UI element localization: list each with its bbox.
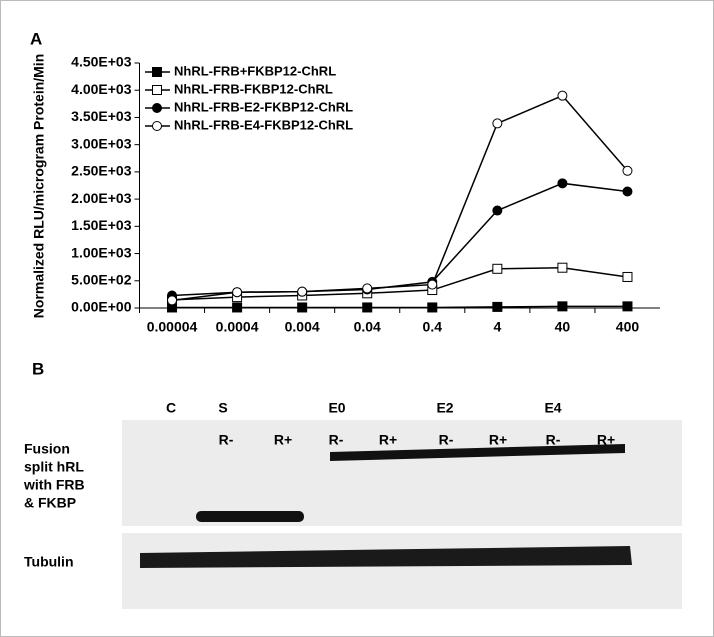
y-tick-label: 3.00E+03 (71, 135, 132, 151)
lane-label: R+ (489, 432, 507, 448)
lane-label: R+ (274, 432, 292, 448)
legend-label: NhRL-FRB+FKBP12-ChRL (174, 63, 336, 78)
data-point (362, 302, 373, 313)
y-tick-label: 4.50E+03 (71, 54, 132, 70)
legend-label: NhRL-FRB-E4-FKBP12-ChRL (174, 117, 353, 132)
data-point (362, 283, 373, 294)
series-line (171, 266, 628, 301)
blot-membrane (122, 420, 682, 526)
legend-marker (152, 67, 162, 77)
row-label: Fusion (24, 441, 70, 457)
data-point (492, 205, 503, 216)
lane-label: R- (329, 432, 344, 448)
data-point (232, 302, 243, 313)
data-point (492, 301, 503, 312)
blot-band (140, 546, 632, 568)
data-point (622, 165, 633, 176)
blot-band (196, 511, 304, 522)
data-point (167, 295, 178, 306)
x-tick-label: 4 (493, 319, 501, 335)
data-point (622, 301, 633, 312)
group-label: E2 (436, 400, 453, 416)
series-line (171, 182, 628, 297)
y-axis-label: Normalized RLU/microgram Protein/Min (31, 54, 47, 318)
data-point (557, 262, 568, 273)
data-point (492, 118, 503, 129)
x-tick-label: 400 (616, 319, 640, 335)
y-tick-label: 2.00E+03 (71, 190, 132, 206)
blot-membrane (122, 533, 682, 609)
legend-marker (152, 103, 162, 113)
data-point (297, 302, 308, 313)
data-point (297, 286, 308, 297)
x-tick-label: 40 (555, 319, 571, 335)
group-label: S (218, 400, 227, 416)
data-point (557, 90, 568, 101)
y-tick-label: 0.00E+00 (71, 299, 132, 315)
y-tick-label: 2.50E+03 (71, 163, 132, 179)
data-point (557, 178, 568, 189)
panel-label: A (30, 29, 42, 48)
group-label: E0 (328, 400, 345, 416)
panel-label: B (32, 359, 44, 378)
x-tick-label: 0.04 (354, 319, 381, 335)
y-tick-label: 1.50E+03 (71, 217, 132, 233)
series-line (172, 305, 628, 309)
y-tick-label: 1.00E+03 (71, 244, 132, 260)
legend-label: NhRL-FRB-FKBP12-ChRL (174, 81, 333, 96)
data-point (427, 279, 438, 290)
group-label: E4 (544, 400, 561, 416)
lane-label: R- (546, 432, 561, 448)
y-tick-label: 3.50E+03 (71, 108, 132, 124)
data-point (492, 263, 503, 274)
x-tick-label: 0.004 (285, 319, 320, 335)
data-point (557, 301, 568, 312)
y-tick-label: 4.00E+03 (71, 81, 132, 97)
row-label: & FKBP (24, 495, 76, 511)
lane-label: R- (439, 432, 454, 448)
data-point (622, 186, 633, 197)
legend-marker (152, 85, 162, 95)
legend-marker (152, 121, 162, 131)
y-tick-label: 5.00E+02 (71, 271, 132, 287)
data-point (232, 287, 243, 298)
lane-label: R+ (597, 432, 615, 448)
row-label: Tubulin (24, 554, 74, 570)
data-point (622, 271, 633, 282)
series-line (171, 94, 629, 302)
blot-band (330, 444, 625, 461)
row-label: with FRB (23, 477, 85, 493)
legend-label: NhRL-FRB-E2-FKBP12-ChRL (174, 99, 353, 114)
lane-label: R+ (379, 432, 397, 448)
x-tick-label: 0.0004 (216, 319, 259, 335)
row-label: split hRL (24, 459, 84, 475)
group-label: C (166, 400, 176, 416)
x-tick-label: 0.00004 (147, 319, 198, 335)
lane-label: R- (219, 432, 234, 448)
data-point (427, 302, 438, 313)
x-tick-label: 0.4 (423, 319, 443, 335)
